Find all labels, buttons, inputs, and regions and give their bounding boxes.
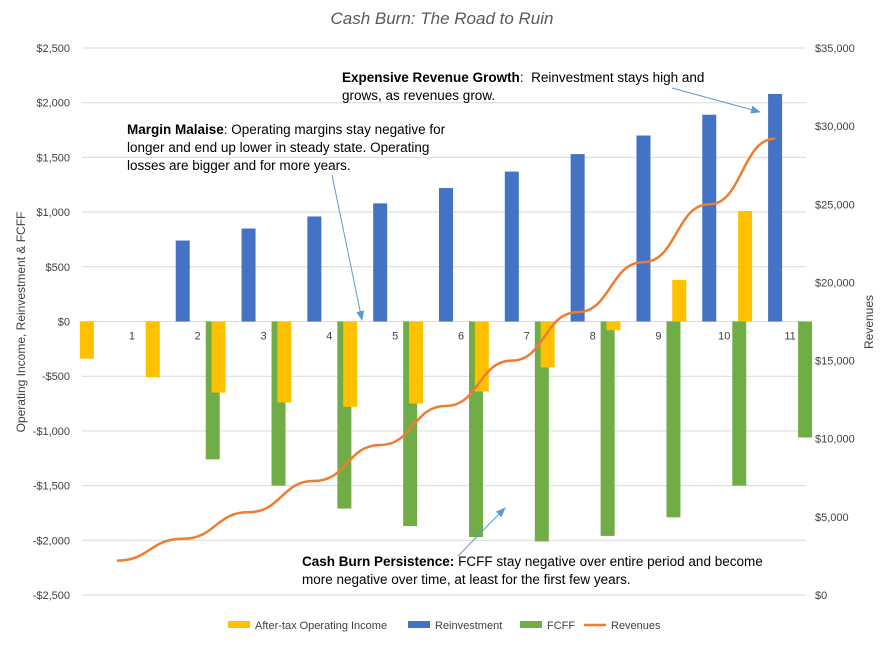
bar-reinvestment xyxy=(702,114,717,322)
left-tick-label: $1,500 xyxy=(36,152,70,164)
arrow-cash-burn-persistence xyxy=(457,507,506,557)
category-label: 11 xyxy=(784,331,795,343)
bar-reinvestment xyxy=(307,216,322,322)
bar-reinvestment xyxy=(175,240,190,322)
left-tick-label: -$500 xyxy=(42,371,70,383)
legend-swatch xyxy=(408,621,430,628)
annotation-expensive-revenue-growth: Expensive Revenue Growth: Reinvestment s… xyxy=(342,70,705,103)
bar-after-tax-operating-income xyxy=(277,321,292,403)
bar-fcff xyxy=(798,321,813,438)
bar-after-tax-operating-income xyxy=(409,321,423,404)
left-tick-label: $0 xyxy=(58,317,70,329)
right-tick-label: $20,000 xyxy=(815,277,855,289)
left-tick-label: $2,000 xyxy=(36,98,70,110)
legend: After-tax Operating Income Reinvestment FC… xyxy=(228,620,661,632)
category-label: 9 xyxy=(655,331,661,343)
right-tick-label: $10,000 xyxy=(815,434,855,446)
annotation-heading: Cash Burn Persistence: xyxy=(302,554,455,569)
annotation-heading: Expensive Revenue Growth xyxy=(342,70,520,85)
left-tick-label: -$1,500 xyxy=(33,481,70,493)
bar-reinvestment xyxy=(570,154,585,322)
bar-series xyxy=(79,93,813,542)
chart-title: Cash Burn: The Road to Ruin xyxy=(330,9,553,28)
bar-reinvestment xyxy=(439,188,453,322)
category-label: 7 xyxy=(524,331,530,343)
annotation-arrows xyxy=(331,87,761,557)
left-tick-label: $1,000 xyxy=(36,207,70,219)
legend-label: Revenues xyxy=(611,620,661,632)
left-tick-label: -$2,500 xyxy=(33,590,70,602)
bar-reinvestment xyxy=(636,135,651,322)
bar-reinvestment xyxy=(373,203,388,322)
legend-label: Reinvestment xyxy=(435,620,502,632)
left-axis-ticks: $2,500 $2,000 $1,500 $1,000 $500 $0 -$500 -$1,0… xyxy=(33,43,70,602)
category-label: 4 xyxy=(326,331,332,343)
bar-after-tax-operating-income xyxy=(738,211,753,322)
left-tick-label: -$2,000 xyxy=(33,535,70,547)
category-label: 8 xyxy=(590,331,596,343)
right-axis-title: Revenues xyxy=(862,295,876,349)
category-label: 5 xyxy=(392,331,398,343)
bar-after-tax-operating-income xyxy=(672,279,687,322)
right-tick-label: $0 xyxy=(815,590,827,602)
bar-after-tax-operating-income xyxy=(540,321,555,368)
category-label: 1 xyxy=(129,331,135,343)
left-tick-label: $2,500 xyxy=(36,43,70,55)
right-tick-label: $25,000 xyxy=(815,199,855,211)
bar-fcff xyxy=(666,321,681,518)
revenue-line-series xyxy=(116,137,776,562)
bar-after-tax-operating-income xyxy=(79,321,94,359)
legend-label: FCFF xyxy=(547,620,575,632)
bar-fcff xyxy=(534,321,549,542)
left-tick-label: $500 xyxy=(46,262,70,274)
left-axis-title: Operating Income, Reinvestment & FCFF xyxy=(14,212,28,433)
category-label: 3 xyxy=(260,331,266,343)
right-tick-label: $15,000 xyxy=(815,356,855,368)
legend-swatch xyxy=(520,621,542,628)
right-tick-label: $35,000 xyxy=(815,43,855,55)
right-axis-ticks: $35,000 $30,000 $25,000 $20,000 $15,000 $10,0… xyxy=(815,43,855,602)
bar-reinvestment xyxy=(241,228,256,322)
bar-reinvestment xyxy=(768,93,783,322)
bar-after-tax-operating-income xyxy=(145,321,160,378)
right-tick-label: $30,000 xyxy=(815,121,855,133)
legend-swatch xyxy=(228,621,250,628)
category-labels: 1 2 3 4 5 6 7 8 9 10 11 xyxy=(129,331,796,343)
bar-after-tax-operating-income xyxy=(606,321,621,331)
category-label: 2 xyxy=(195,331,201,343)
annotation-cash-burn-persistence: Cash Burn Persistence: FCFF stay negativ… xyxy=(302,553,782,589)
revenue-line xyxy=(116,137,776,562)
arrow-margin-malaise xyxy=(331,174,365,321)
bar-after-tax-operating-income xyxy=(343,321,358,407)
right-tick-label: $5,000 xyxy=(815,512,849,524)
bar-fcff xyxy=(600,321,615,536)
bar-fcff xyxy=(732,321,747,486)
bar-reinvestment xyxy=(504,171,519,322)
category-label: 6 xyxy=(458,331,464,343)
annotation-margin-malaise: Margin Malaise: Operating margins stay n… xyxy=(127,122,446,173)
annotation-text: FCFF stay negative over entire period an… xyxy=(302,554,763,587)
annotation-text: Operating margins stay negative for long… xyxy=(127,122,446,173)
annotation-text: Reinvestment stays high and grows, as re… xyxy=(342,70,705,103)
arrow-expensive-revenue-growth xyxy=(671,87,761,114)
legend-label: After-tax Operating Income xyxy=(255,620,387,632)
bar-after-tax-operating-income xyxy=(211,321,226,393)
category-label: 10 xyxy=(718,331,730,343)
left-tick-label: -$1,000 xyxy=(33,426,70,438)
annotation-heading: Margin Malaise xyxy=(127,122,224,137)
